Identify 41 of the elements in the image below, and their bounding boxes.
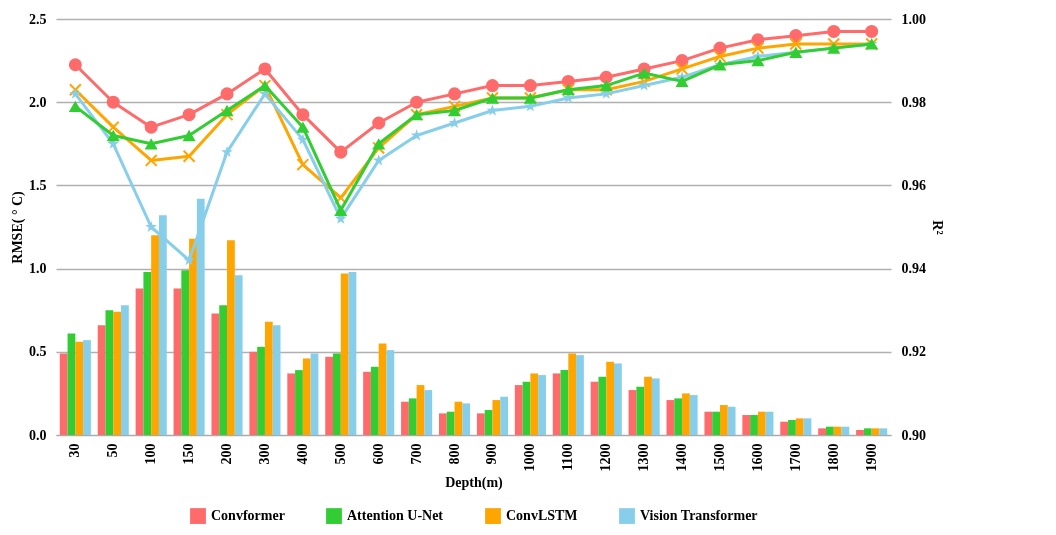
y2-tick-label: 0.94 (901, 261, 926, 277)
x-tick-label: 1300 (636, 443, 652, 472)
legend-label: ConvLSTM (506, 508, 578, 524)
legend-label: Attention U-Net (347, 508, 444, 524)
x-tick-label: 500 (332, 443, 348, 465)
x-tick-label: 300 (256, 443, 272, 465)
x-tick-label: 1100 (560, 443, 576, 471)
y2-tick-label: 1.00 (901, 11, 926, 27)
y-tick-label: 2.0 (29, 94, 47, 110)
y-tick-label: 0.0 (29, 427, 47, 443)
x-tick-label: 100 (143, 443, 159, 465)
x-tick-label: 1200 (598, 443, 614, 472)
y-tick-label: 1.0 (29, 261, 47, 277)
x-tick-label: 200 (219, 443, 235, 465)
x-tick-label: 1600 (749, 443, 765, 472)
x-tick-label: 50 (105, 443, 121, 458)
legend-label: Vision Transformer (640, 508, 758, 524)
x-tick-label: 1800 (825, 443, 841, 472)
x-tick-label: 700 (408, 443, 424, 465)
x-tick-label: 900 (484, 443, 500, 465)
y-tick-label: 1.5 (29, 177, 47, 193)
legend-label: Convformer (211, 508, 285, 524)
x-tick-label: 150 (181, 443, 197, 465)
x-tick-label: 1000 (522, 443, 538, 472)
x-tick-label: 1900 (863, 443, 879, 472)
y2-tick-label: 0.98 (901, 94, 926, 110)
x-tick-label: 600 (370, 443, 386, 465)
x-tick-label: 800 (446, 443, 462, 465)
x-tick-label: 1400 (674, 443, 690, 472)
y2-tick-label: 0.90 (901, 427, 926, 443)
y-tick-label: 0.5 (29, 344, 47, 360)
y-tick-label: 2.5 (29, 11, 47, 27)
x-tick-label: 30 (67, 443, 83, 458)
y2-tick-label: 0.96 (901, 177, 926, 193)
x-tick-label: 1500 (711, 443, 727, 472)
x-tick-label: 1700 (787, 443, 803, 472)
y2-axis-title: R² (930, 220, 945, 235)
x-tick-label: 400 (294, 443, 310, 465)
y-axis-title: RMSE( ° C) (10, 190, 26, 264)
y2-tick-label: 0.92 (901, 344, 926, 360)
x-axis-title: Depth(m) (445, 474, 504, 491)
